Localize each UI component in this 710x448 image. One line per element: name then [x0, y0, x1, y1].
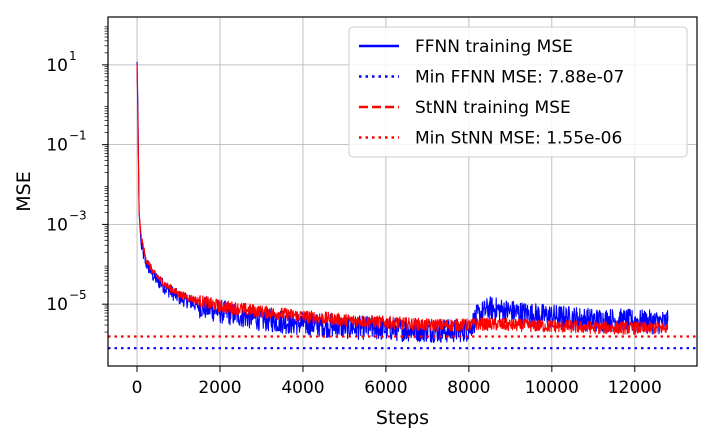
- grid-layer: [108, 17, 697, 366]
- y-tick-base: 10: [46, 136, 68, 156]
- y-tick-exponent: 1: [69, 49, 77, 63]
- ffnn-training-line: [136, 61, 669, 344]
- x-axis-label: Steps: [376, 407, 429, 429]
- y-tick-base: 10: [46, 295, 68, 315]
- x-tick-label: 12000: [608, 378, 662, 398]
- legend-label: Min StNN MSE: 1.55e-06: [415, 129, 622, 149]
- stnn-training-line: [136, 64, 669, 336]
- y-tick-label: 10 −3: [46, 208, 86, 235]
- legend-label: Min FFNN MSE: 7.88e-07: [415, 68, 624, 88]
- x-tick-label: 10000: [525, 378, 579, 398]
- series-layer: [108, 61, 697, 350]
- y-tick-exponent: −5: [69, 288, 87, 302]
- y-tick-base: 10: [46, 56, 68, 76]
- y-tick-exponent: −3: [69, 208, 87, 222]
- x-tick-label: 4000: [281, 378, 324, 398]
- y-axis-label: MSE: [13, 171, 35, 211]
- legend: FFNN training MSE Min FFNN MSE: 7.88e-07 S…: [348, 26, 688, 158]
- x-tick-label: 8000: [447, 378, 490, 398]
- y-tick-label: 10 −5: [46, 288, 86, 315]
- y-tick-base: 10: [46, 215, 68, 235]
- y-tick-label: 10 −1: [46, 129, 86, 156]
- plot-frame: [107, 16, 698, 367]
- y-tick-exponent: −1: [69, 129, 87, 143]
- x-tick-label: 2000: [198, 378, 241, 398]
- legend-box: [348, 26, 688, 158]
- y-tick-label: 10 1: [46, 49, 76, 76]
- legend-label: FFNN training MSE: [415, 37, 573, 57]
- legend-label: StNN training MSE: [415, 98, 571, 118]
- x-tick-label: 0: [132, 378, 143, 398]
- x-tick-label: 6000: [364, 378, 407, 398]
